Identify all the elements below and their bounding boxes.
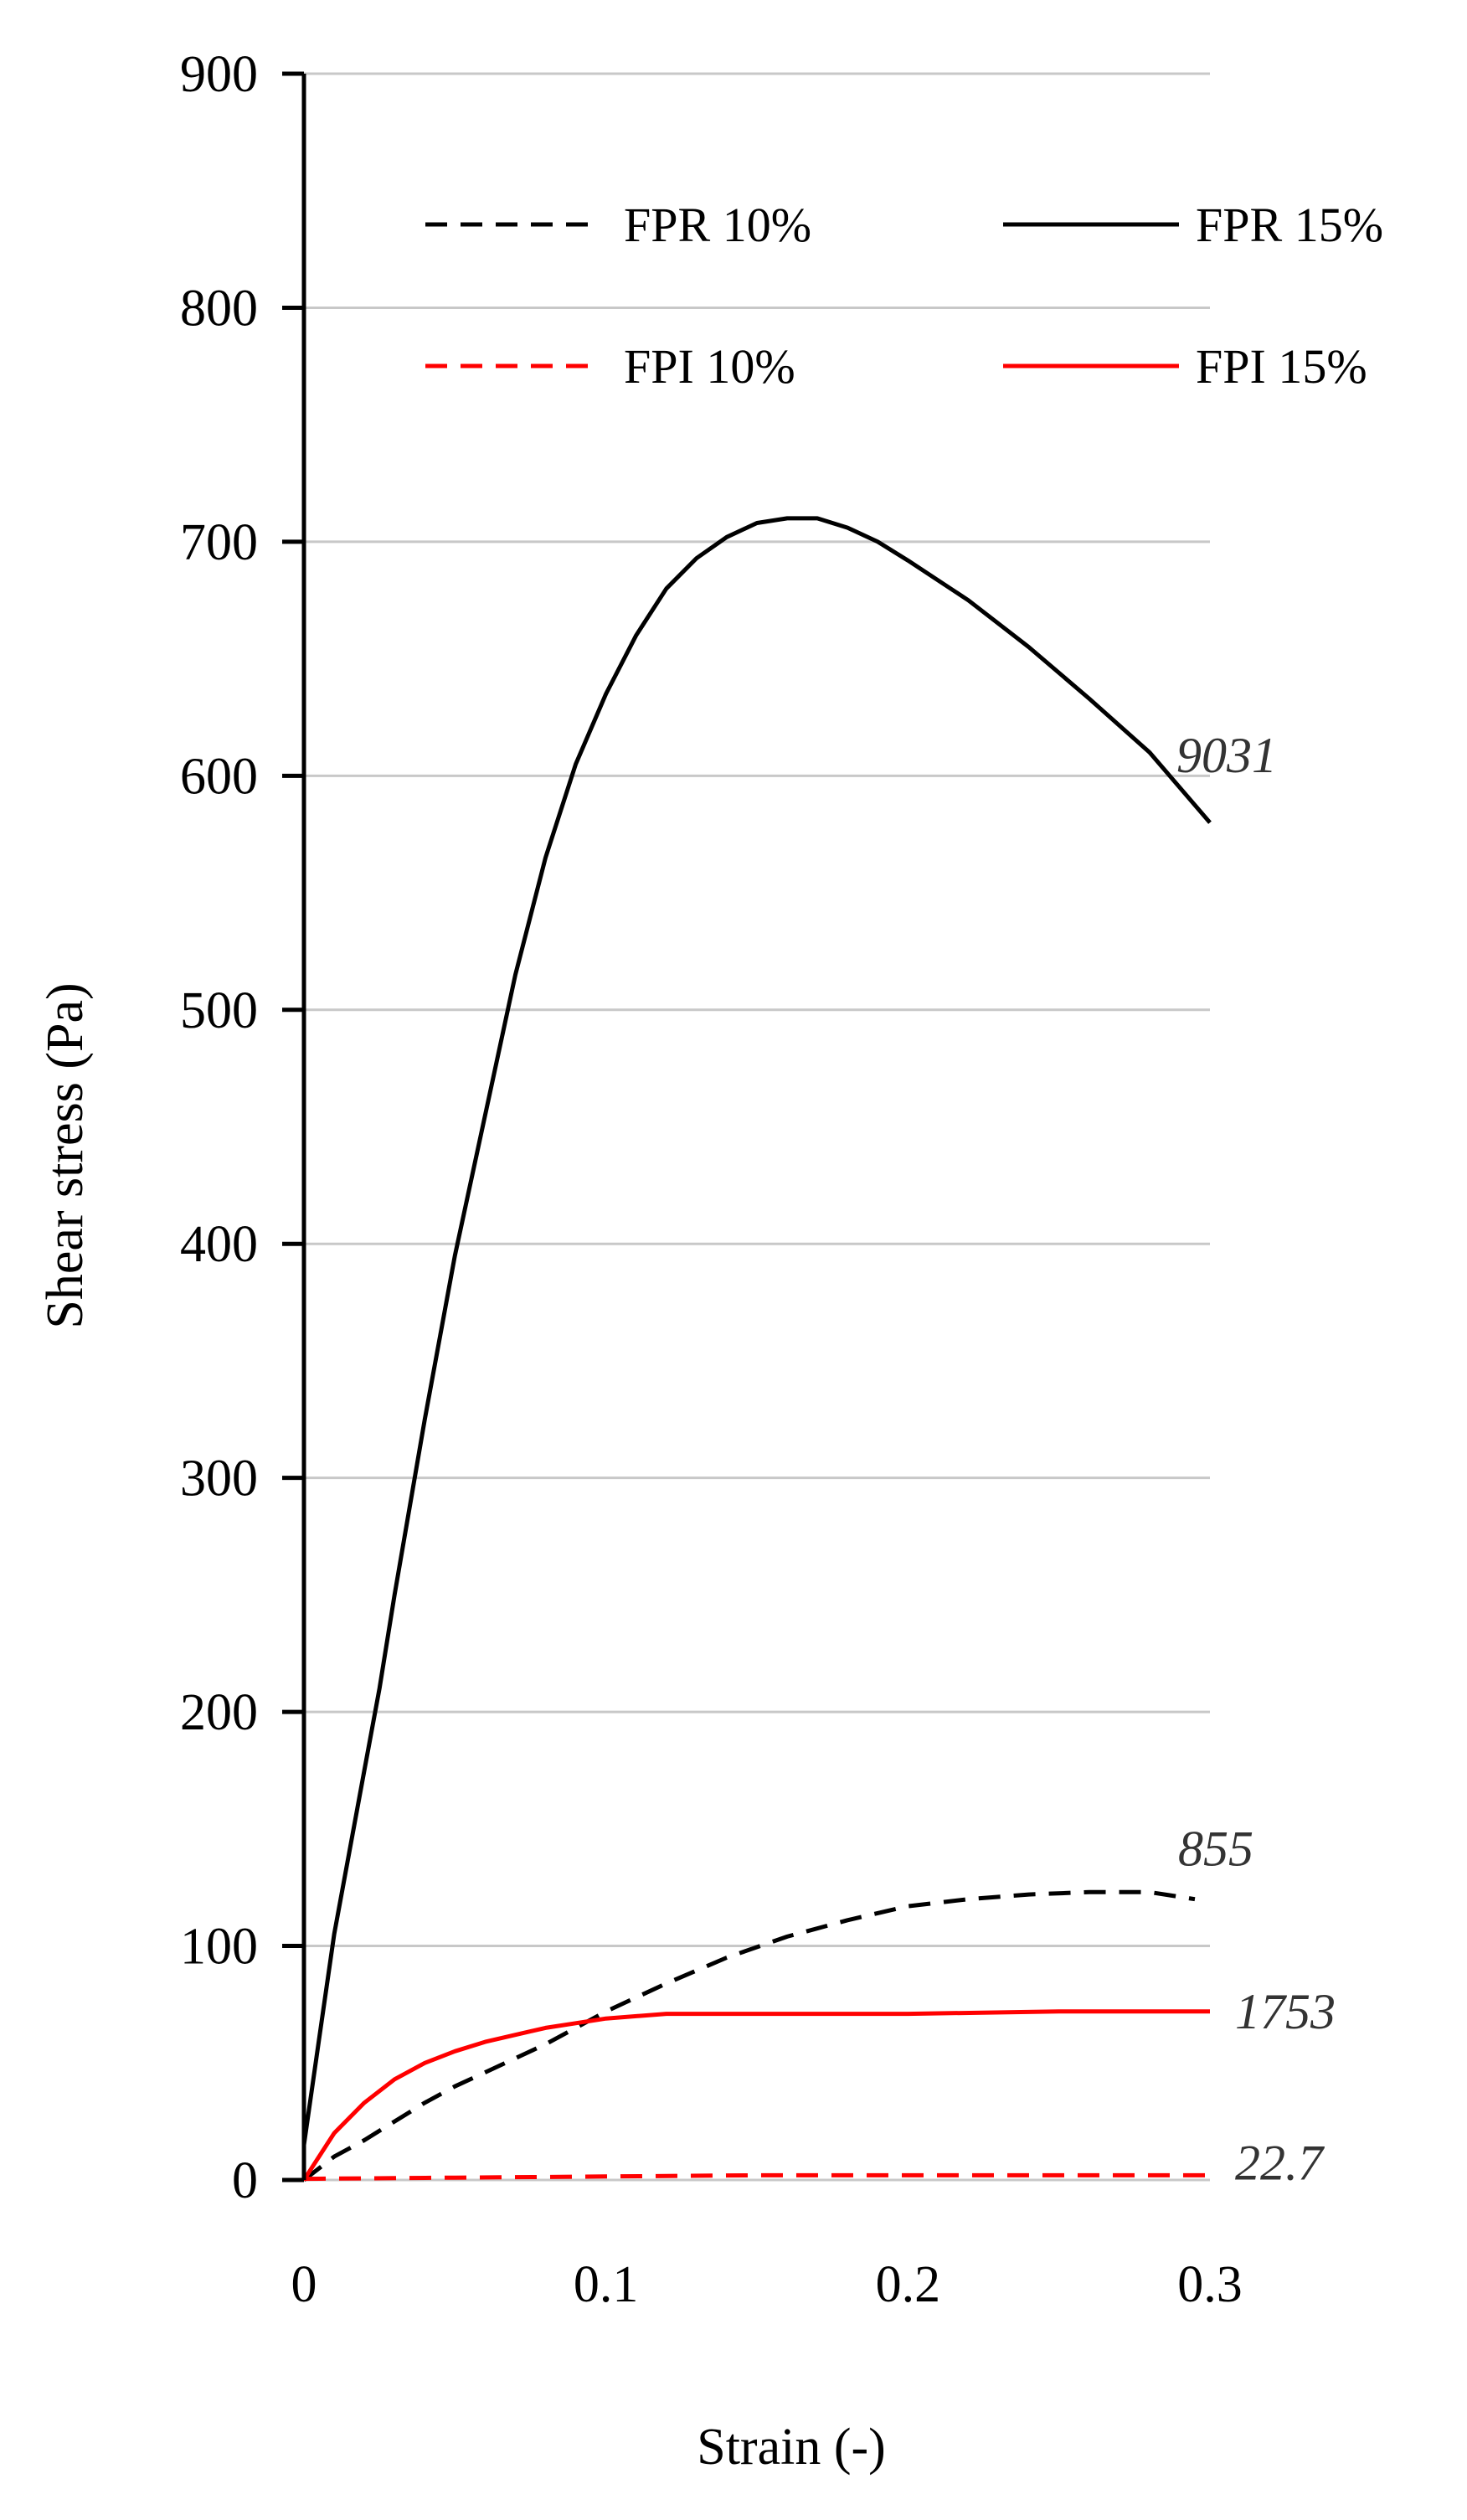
y-tick-label: 0 xyxy=(232,2152,258,2209)
series-annotation: 1753 xyxy=(1235,1984,1336,2039)
y-axis-title: Shear stress (Pa) xyxy=(37,982,94,1328)
y-tick-label: 100 xyxy=(180,1919,258,1976)
series-line-fpr-15 xyxy=(301,516,1212,2146)
y-tick-label: 600 xyxy=(180,748,258,805)
series-annotation: 22.7 xyxy=(1235,2135,1325,2190)
series-line-fpi-10 xyxy=(303,2172,1210,2182)
y-tick-label: 400 xyxy=(180,1216,258,1273)
x-tick-label: 0 xyxy=(291,2256,317,2313)
series-line-fpr-10 xyxy=(302,1889,1196,2182)
gridlines xyxy=(304,72,1210,2182)
y-tick-label: 300 xyxy=(180,1451,258,1507)
y-tick-label: 200 xyxy=(180,1684,258,1741)
x-axis-title: Strain (-) xyxy=(697,2419,886,2476)
legend-label: FPR 15% xyxy=(1196,198,1383,252)
series-lines xyxy=(301,516,1212,2182)
y-tick-label: 900 xyxy=(180,46,258,103)
y-tick-label: 500 xyxy=(180,982,258,1039)
legend-label: FPI 10% xyxy=(624,339,795,394)
legend-label: FPI 15% xyxy=(1196,339,1367,394)
x-axis-ticks: 0 0.1 0.2 0.3 xyxy=(291,2256,1243,2313)
y-axis-ticks: 0 100 200 300 400 500 600 700 800 900 xyxy=(180,46,304,2209)
series-line-fpi-15 xyxy=(301,2009,1210,2182)
y-tick-label: 800 xyxy=(180,280,258,337)
x-tick-label: 0.3 xyxy=(1177,2256,1243,2313)
x-tick-label: 0.1 xyxy=(574,2256,639,2313)
series-annotation: 9031 xyxy=(1176,728,1277,783)
legend: FPR 10% FPR 15% FPI 10% FPI 15% xyxy=(425,198,1383,394)
y-tick-label: 700 xyxy=(180,514,258,571)
end-annotations: 855 9031 22.7 1753 xyxy=(1176,728,1336,2190)
x-tick-label: 0.2 xyxy=(876,2256,941,2313)
legend-label: FPR 10% xyxy=(624,198,811,252)
series-annotation: 855 xyxy=(1178,1822,1253,1877)
